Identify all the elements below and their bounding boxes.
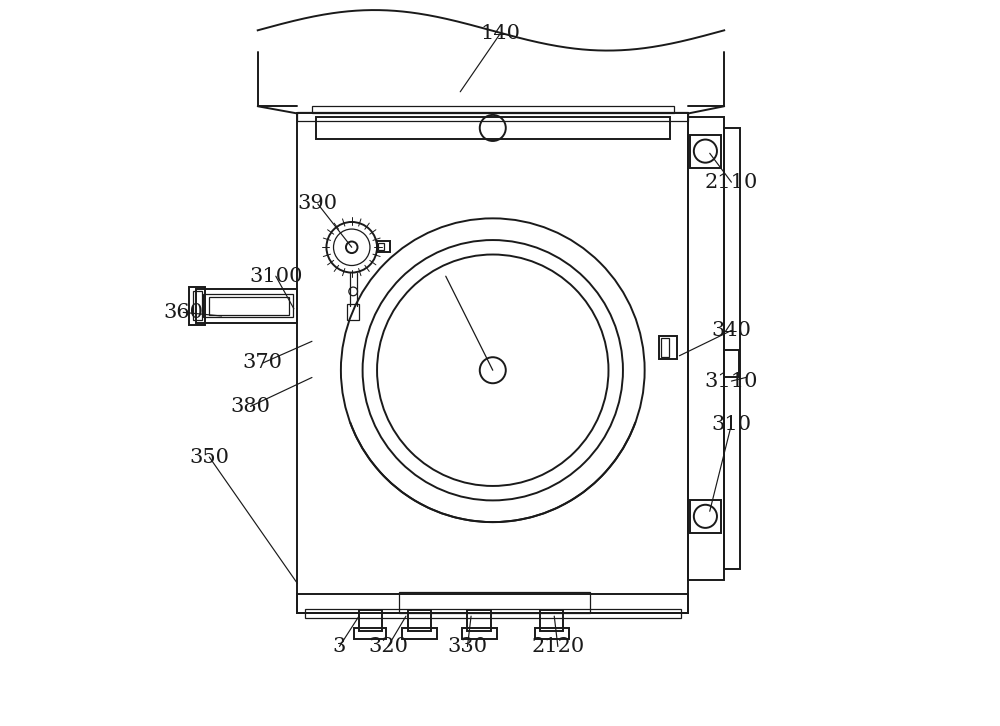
Bar (347, 303, 359, 319)
Bar (312, 106, 674, 113)
Text: 3110: 3110 (705, 372, 758, 391)
Bar (402, 628, 437, 640)
Bar (297, 112, 688, 121)
Bar (209, 297, 289, 314)
Bar (359, 611, 382, 631)
Bar (535, 628, 569, 640)
Bar (690, 500, 721, 533)
Bar (203, 294, 293, 317)
Text: 310: 310 (711, 415, 751, 434)
Text: 340: 340 (711, 321, 751, 340)
Bar (688, 117, 724, 580)
Bar (196, 288, 297, 323)
Bar (462, 628, 497, 640)
Bar (540, 611, 563, 631)
Text: 360: 360 (163, 303, 203, 322)
Bar (661, 338, 669, 357)
Bar (377, 242, 390, 252)
Bar (399, 592, 590, 613)
Text: 330: 330 (447, 637, 488, 656)
Bar (316, 117, 670, 139)
Text: 320: 320 (368, 637, 408, 656)
Text: 380: 380 (230, 397, 270, 416)
Text: 370: 370 (243, 354, 283, 372)
Bar (378, 243, 384, 250)
Text: 3100: 3100 (249, 266, 303, 286)
Bar (189, 287, 205, 325)
Bar (467, 611, 491, 631)
Bar (408, 611, 431, 631)
Bar (305, 609, 681, 618)
Bar (297, 595, 688, 613)
Text: 140: 140 (480, 25, 520, 44)
Bar (297, 113, 688, 613)
Text: 390: 390 (298, 195, 338, 213)
Bar (659, 336, 677, 359)
Bar (193, 291, 202, 320)
Text: 350: 350 (189, 447, 229, 467)
Bar (354, 628, 386, 640)
Text: 3: 3 (333, 637, 346, 656)
Bar (724, 128, 740, 569)
Bar (724, 350, 739, 378)
Text: 2120: 2120 (531, 637, 584, 656)
Text: 2110: 2110 (705, 173, 758, 192)
Bar (690, 135, 721, 168)
